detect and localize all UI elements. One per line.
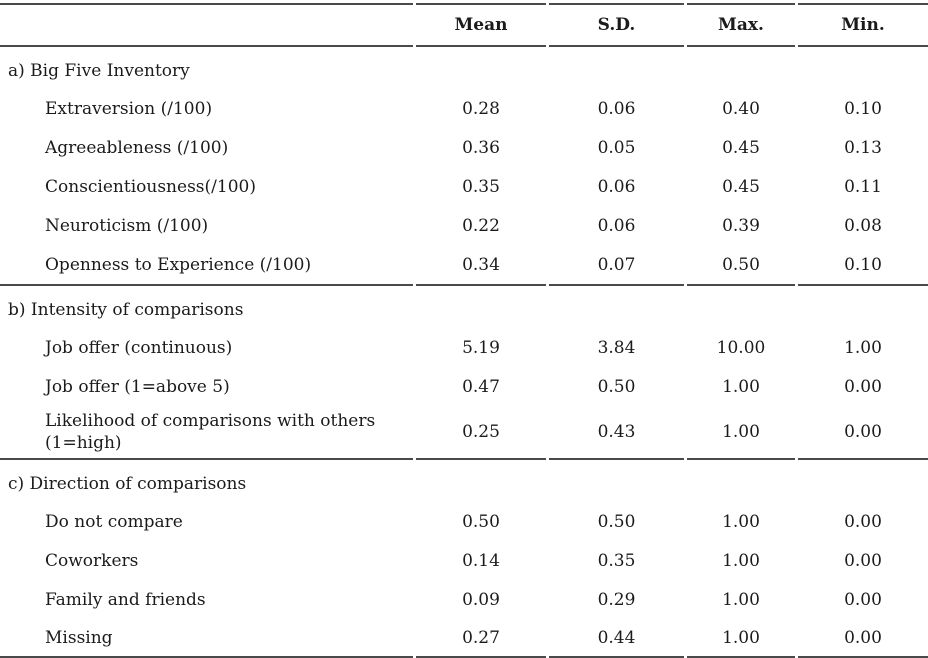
table-row-agreeableness: Agreeableness (/100) 0.36 0.05 0.45 0.13 xyxy=(0,128,928,167)
table-row-job-offer-continuous: Job offer (continuous) 5.19 3.84 10.00 1… xyxy=(0,328,928,367)
table-row-conscientiousness: Conscientiousness(/100) 0.35 0.06 0.45 0… xyxy=(0,167,928,206)
sd-value: 3.84 xyxy=(597,337,636,358)
section-header-direction: c) Direction of comparisons xyxy=(0,458,928,502)
table-row-neuroticism: Neuroticism (/100) 0.22 0.06 0.39 0.08 xyxy=(0,206,928,245)
section-title: a) Big Five Inventory xyxy=(8,60,190,81)
row-label: Family and friends xyxy=(45,589,206,610)
min-value: 0.08 xyxy=(844,215,882,236)
sd-value: 0.29 xyxy=(597,589,636,610)
min-value: 0.10 xyxy=(844,98,882,119)
max-value: 0.50 xyxy=(722,254,760,275)
sd-value: 0.43 xyxy=(597,422,636,442)
mean-value: 0.28 xyxy=(462,98,500,119)
sd-value: 0.05 xyxy=(597,137,636,158)
max-value: 0.45 xyxy=(722,137,760,158)
row-label: Openness to Experience (/100) xyxy=(45,254,312,275)
sd-value: 0.06 xyxy=(597,176,636,197)
mean-value: 0.34 xyxy=(462,254,500,275)
min-value: 0.00 xyxy=(844,589,882,610)
min-value: 0.00 xyxy=(844,511,882,532)
row-label: Coworkers xyxy=(45,550,139,571)
sd-value: 0.06 xyxy=(597,98,636,119)
section-title: c) Direction of comparisons xyxy=(0,458,413,502)
header-corner-cell xyxy=(0,3,413,47)
mean-value: 0.25 xyxy=(462,422,500,442)
row-label: Missing xyxy=(0,619,413,658)
column-header-sd: S.D. xyxy=(549,3,684,47)
table-row-coworkers: Coworkers 0.14 0.35 1.00 0.00 xyxy=(0,541,928,580)
mean-value: 0.09 xyxy=(462,589,500,610)
max-value: 1.00 xyxy=(722,589,760,610)
max-value: 1.00 xyxy=(722,550,760,571)
min-value: 0.00 xyxy=(844,550,882,571)
min-value: 0.00 xyxy=(798,619,928,658)
summary-statistics-table: Mean S.D. Max. Min. a) Big Five Inventor… xyxy=(0,3,928,658)
table-row-openness: Openness to Experience (/100) 0.34 0.07 … xyxy=(0,245,928,284)
max-value: 1.00 xyxy=(722,422,760,442)
row-label: Extraversion (/100) xyxy=(45,98,213,119)
row-label: Job offer (continuous) xyxy=(45,337,233,358)
table-row-missing: Missing 0.27 0.44 1.00 0.00 xyxy=(0,619,928,658)
section-header-intensity: b) Intensity of comparisons xyxy=(0,284,928,328)
section-header-big-five: a) Big Five Inventory xyxy=(0,47,928,89)
table-row-do-not-compare: Do not compare 0.50 0.50 1.00 0.00 xyxy=(0,502,928,541)
mean-value: 0.14 xyxy=(462,550,500,571)
row-label: Conscientiousness(/100) xyxy=(45,176,256,197)
mean-value: 5.19 xyxy=(462,337,500,358)
row-label: Do not compare xyxy=(45,511,183,532)
row-label: Likelihood of comparisons with others (1=… xyxy=(45,411,376,453)
max-value: 1.00 xyxy=(722,511,760,532)
max-value: 0.39 xyxy=(722,215,760,236)
sd-value: 0.50 xyxy=(597,376,636,397)
min-value: 0.10 xyxy=(844,254,882,275)
min-value: 1.00 xyxy=(844,337,882,358)
column-header-mean: Mean xyxy=(416,3,546,47)
table-row-job-offer-binary: Job offer (1=above 5) 0.47 0.50 1.00 0.0… xyxy=(0,367,928,406)
mean-value: 0.47 xyxy=(462,376,500,397)
sd-value: 0.35 xyxy=(597,550,636,571)
table-row-family-and-friends: Family and friends 0.09 0.29 1.00 0.00 xyxy=(0,580,928,619)
sd-value: 0.06 xyxy=(597,215,636,236)
section-title: b) Intensity of comparisons xyxy=(0,284,413,328)
max-value: 0.40 xyxy=(722,98,760,119)
mean-value: 0.35 xyxy=(462,176,500,197)
max-value: 10.00 xyxy=(716,337,766,358)
column-header-min: Min. xyxy=(798,3,928,47)
mean-value: 0.50 xyxy=(462,511,500,532)
sd-value: 0.50 xyxy=(597,511,636,532)
mean-value: 0.27 xyxy=(416,619,546,658)
max-value: 0.45 xyxy=(722,176,760,197)
row-label: Neuroticism (/100) xyxy=(45,215,209,236)
sd-value: 0.44 xyxy=(549,619,684,658)
min-value: 0.13 xyxy=(844,137,882,158)
mean-value: 0.36 xyxy=(462,137,500,158)
mean-value: 0.22 xyxy=(462,215,500,236)
row-label: Job offer (1=above 5) xyxy=(45,376,230,397)
max-value: 1.00 xyxy=(687,619,795,658)
sd-value: 0.07 xyxy=(597,254,636,275)
row-label: Agreeableness (/100) xyxy=(45,137,229,158)
max-value: 1.00 xyxy=(722,376,760,397)
header-row: Mean S.D. Max. Min. xyxy=(0,3,928,47)
table-row-extraversion: Extraversion (/100) 0.28 0.06 0.40 0.10 xyxy=(0,89,928,128)
table-row-likelihood-comparisons: Likelihood of comparisons with others (1=… xyxy=(0,406,928,458)
column-header-max: Max. xyxy=(687,3,795,47)
min-value: 0.00 xyxy=(844,422,882,442)
min-value: 0.00 xyxy=(844,376,882,397)
min-value: 0.11 xyxy=(844,176,882,197)
